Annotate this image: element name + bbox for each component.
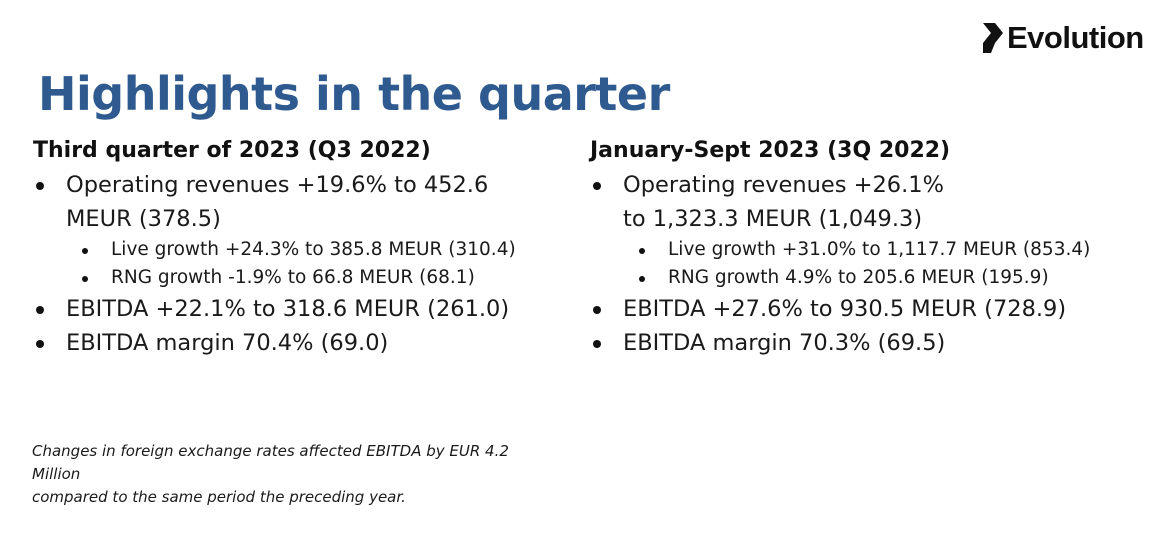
ytd-revenue-line1: Operating revenues +26.1% — [623, 172, 944, 198]
ytd-rng-growth-item: RNG growth 4.9% to 205.6 MEUR (195.9) — [590, 264, 1150, 292]
ytd-column: January-Sept 2023 (3Q 2022) Operating re… — [590, 134, 1150, 360]
brand-name: Evolution — [1007, 20, 1144, 55]
q3-column: Third quarter of 2023 (Q3 2022) Operatin… — [33, 134, 563, 360]
fx-footnote: Changes in foreign exchange rates affect… — [32, 440, 552, 509]
q3-rng-growth-item: RNG growth -1.9% to 66.8 MEUR (68.1) — [33, 264, 563, 292]
ytd-ebitda-item: EBITDA +27.6% to 930.5 MEUR (728.9) — [590, 292, 1150, 326]
evolution-chevron-icon — [983, 23, 1003, 53]
q3-bullet-list: Operating revenues +19.6% to 452.6 MEUR … — [33, 168, 563, 360]
q3-revenue-item: Operating revenues +19.6% to 452.6 MEUR … — [33, 168, 563, 236]
ytd-bullet-list: Operating revenues +26.1% to 1,323.3 MEU… — [590, 168, 1150, 360]
footnote-line3: compared to the same period the precedin… — [32, 488, 406, 506]
q3-revenue-line2: MEUR (378.5) — [66, 206, 221, 232]
evolution-logo: Evolution — [981, 20, 1144, 56]
ytd-live-growth-item: Live growth +31.0% to 1,117.7 MEUR (853.… — [590, 236, 1150, 264]
footnote-line2: Million — [32, 465, 81, 483]
page-title: Highlights in the quarter — [38, 67, 670, 121]
ytd-margin-item: EBITDA margin 70.3% (69.5) — [590, 326, 1150, 360]
ytd-revenue-item: Operating revenues +26.1% to 1,323.3 MEU… — [590, 168, 1150, 236]
q3-margin-item: EBITDA margin 70.4% (69.0) — [33, 326, 563, 360]
q3-live-growth-item: Live growth +24.3% to 385.8 MEUR (310.4) — [33, 236, 563, 264]
q3-revenue-line1: Operating revenues +19.6% to 452.6 — [66, 172, 489, 198]
q3-heading: Third quarter of 2023 (Q3 2022) — [33, 138, 431, 163]
ytd-heading: January-Sept 2023 (3Q 2022) — [590, 138, 951, 163]
ytd-revenue-line2: to 1,323.3 MEUR (1,049.3) — [623, 206, 923, 232]
q3-ebitda-item: EBITDA +22.1% to 318.6 MEUR (261.0) — [33, 292, 563, 326]
footnote-line1: Changes in foreign exchange rates affect… — [32, 442, 509, 460]
